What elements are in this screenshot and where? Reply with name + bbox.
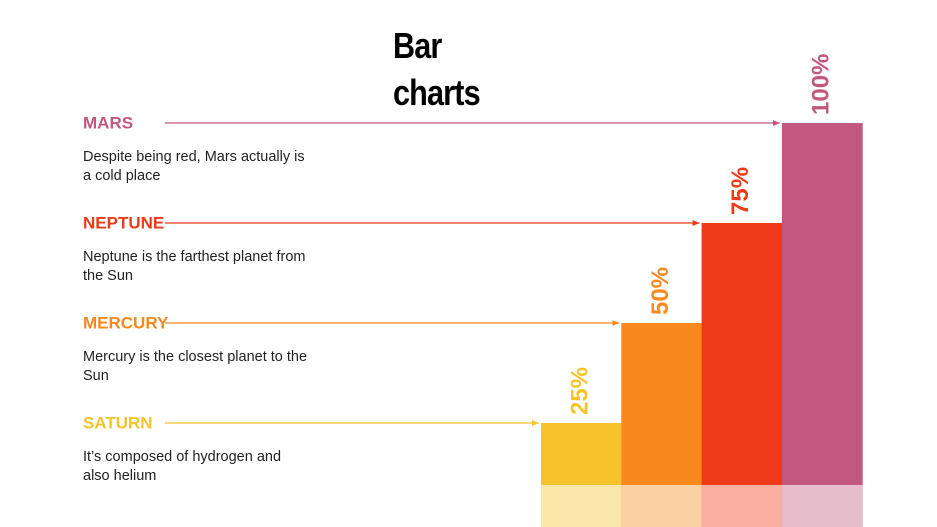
description: Despite being red, Mars actually is a co… xyxy=(83,149,305,184)
category-label: NEPTUNE xyxy=(83,213,164,232)
value-label: 50% xyxy=(647,267,674,315)
category-label: SATURN xyxy=(83,413,153,432)
bar xyxy=(781,123,863,527)
category-label: MARS xyxy=(83,113,133,132)
value-label: 25% xyxy=(566,367,593,415)
chart-title: Bar charts xyxy=(393,25,481,113)
category-label: MERCURY xyxy=(83,313,169,332)
bar-fade xyxy=(781,485,863,527)
value-label: 100% xyxy=(807,54,834,115)
bar xyxy=(701,223,783,527)
bar-fade xyxy=(701,485,783,527)
bar-fade xyxy=(621,485,703,527)
description: It’s composed of hydrogen and also heliu… xyxy=(83,449,282,484)
description: Mercury is the closest planet to the Sun xyxy=(83,349,308,384)
value-label: 75% xyxy=(727,167,754,215)
description: Neptune is the farthest planet from the … xyxy=(83,249,306,284)
bar-fade xyxy=(541,485,622,527)
